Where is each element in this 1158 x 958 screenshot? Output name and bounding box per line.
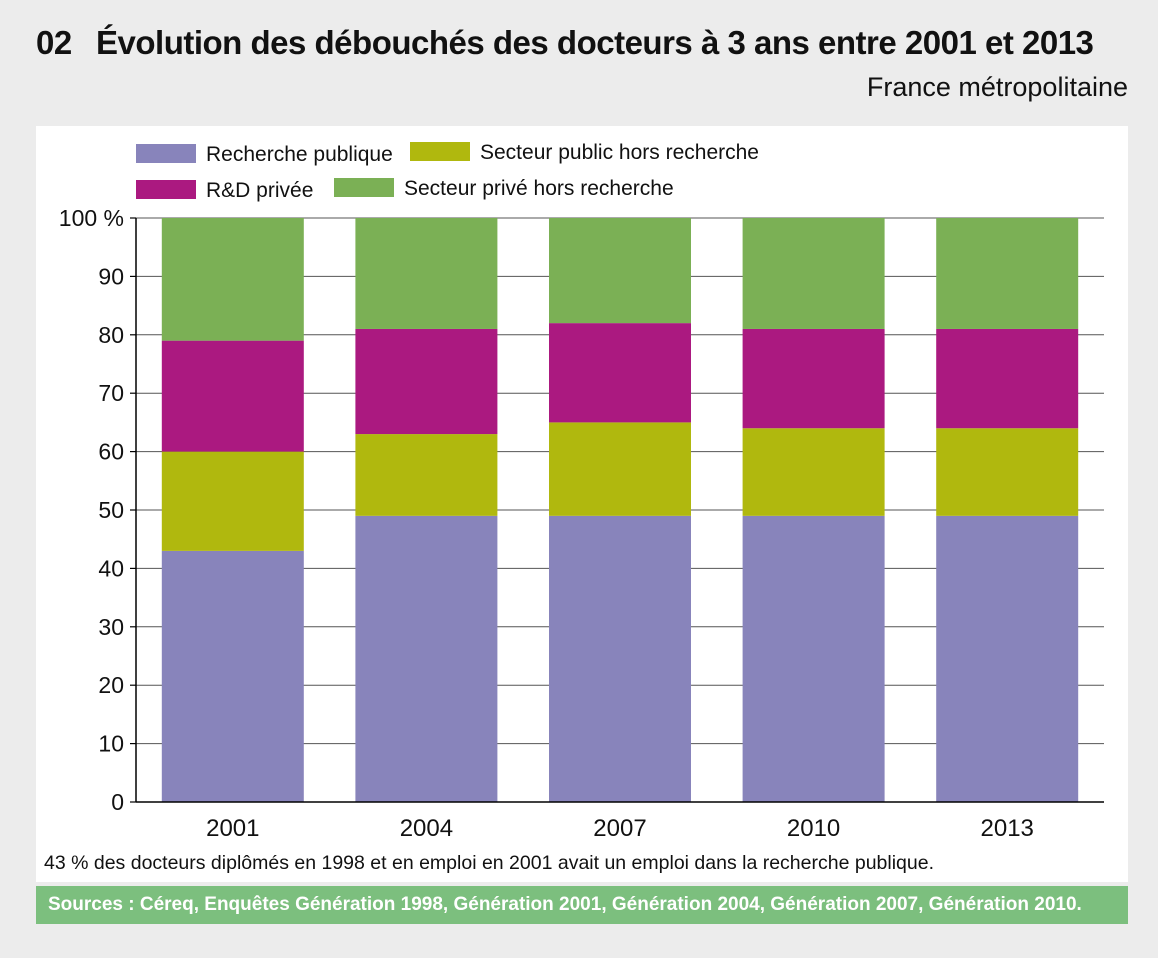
bar-segment (161, 550, 304, 802)
bar-segment (161, 340, 304, 452)
y-tick-label: 40 (98, 555, 124, 581)
bar-segment (549, 323, 691, 423)
y-tick-label: 50 (98, 497, 124, 523)
bar-segment (355, 515, 498, 802)
chart-subtitle: France métropolitaine (866, 72, 1128, 102)
legend-swatch (410, 142, 470, 161)
legend-label: Recherche publique (206, 143, 393, 166)
y-tick-label: 60 (98, 439, 124, 465)
x-tick-label: 2007 (593, 815, 646, 842)
y-tick-label: 20 (98, 672, 124, 698)
y-tick-label: 90 (98, 263, 124, 289)
bar-segment (549, 515, 691, 802)
bar-segment (742, 428, 885, 516)
bar-segment (742, 218, 885, 329)
bar-segment (161, 451, 304, 551)
figure-number: 02 (36, 24, 72, 61)
legend-swatch (136, 144, 196, 163)
bar-segment (742, 328, 885, 429)
bar-segment (161, 218, 304, 341)
x-tick-label: 2004 (400, 815, 453, 842)
chart-panel: 0 10 20 30 40 50 60 70 80 90 100 % 2001 2004 2007 2010… (36, 126, 1128, 882)
x-tick-label: 2013 (981, 815, 1034, 842)
bar-segment (549, 218, 691, 324)
y-tick-label: 30 (98, 614, 124, 640)
legend-swatch (334, 178, 394, 197)
legend-label: Secteur public hors recherche (480, 141, 759, 164)
x-tick-label: 2010 (787, 815, 840, 842)
y-tick-label: 100 % (59, 205, 124, 231)
legend-swatch (136, 180, 196, 199)
x-tick-label: 2001 (206, 815, 259, 842)
bar-segment (549, 422, 691, 516)
y-tick-label: 80 (98, 322, 124, 348)
bar-segment (355, 434, 498, 516)
y-tick-label: 70 (98, 380, 124, 406)
chart-title: Évolution des débouchés des docteurs à 3… (96, 24, 1094, 61)
bar-segment (936, 328, 1079, 429)
legend-label: R&D privée (206, 179, 313, 202)
bar-segment (936, 515, 1079, 802)
bar-segment (936, 428, 1079, 516)
stacked-bar-chart: 0 10 20 30 40 50 60 70 80 90 100 % 2001 2004 2007 2010… (59, 141, 1104, 842)
y-tick-label: 0 (111, 789, 124, 815)
bar-segment (742, 515, 885, 802)
legend-label: Secteur privé hors recherche (404, 177, 674, 200)
bar-segment (936, 218, 1079, 329)
y-tick-label: 10 (98, 731, 124, 757)
chart-note: 43 % des docteurs diplômés en 1998 et en… (44, 852, 935, 874)
sources-bar: Sources : Céreq, Enquêtes Génération 199… (36, 886, 1128, 924)
bar-segment (355, 218, 498, 329)
bar-segment (355, 328, 498, 435)
